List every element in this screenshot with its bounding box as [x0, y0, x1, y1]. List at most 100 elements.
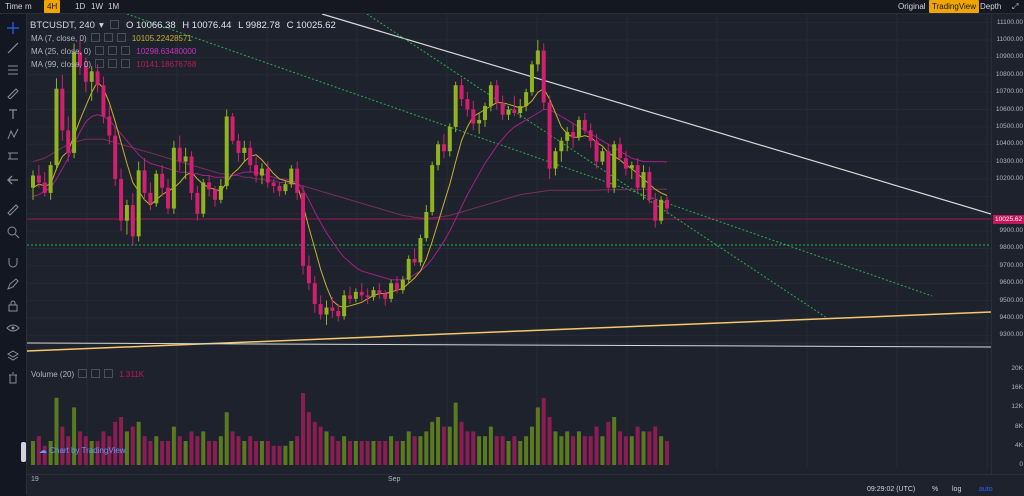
pencil-icon[interactable]: [4, 276, 22, 292]
candle-body: [459, 85, 464, 100]
brush-icon[interactable]: [4, 84, 22, 100]
lock-icon[interactable]: [4, 298, 22, 314]
volume-label[interactable]: Volume (20): [31, 370, 75, 379]
symbol-label[interactable]: BTCUSDT, 240: [30, 20, 95, 31]
ma7-label[interactable]: MA (7, close, 0): [31, 34, 87, 43]
volume-bar: [553, 431, 558, 465]
interval-4h-button[interactable]: 4H: [44, 0, 61, 13]
close-icon[interactable]: [121, 46, 131, 55]
candlestick-chart[interactable]: [27, 14, 991, 474]
tradingview-button[interactable]: TradingView: [929, 0, 980, 13]
price-tick: 9900.00: [999, 227, 1024, 235]
price-axis[interactable]: 11100.00 11000.00 10900.00 10800.00 10700.00…: [991, 14, 1024, 474]
pattern-icon[interactable]: [4, 126, 22, 142]
tradingview-watermark[interactable]: ☁ Chart by TradingView: [39, 446, 126, 455]
settings-icon[interactable]: [110, 20, 120, 29]
volume-bar: [518, 441, 523, 465]
candle-body: [248, 147, 253, 166]
volume-bar: [383, 441, 388, 465]
volume-bar: [171, 426, 176, 465]
eye-icon[interactable]: [4, 320, 22, 336]
minute-dropdown[interactable]: m: [25, 2, 32, 11]
interval-1w-button[interactable]: 1W: [91, 2, 103, 11]
candle-body: [377, 290, 382, 294]
trash-icon[interactable]: [4, 370, 22, 386]
fullscreen-icon[interactable]: ⤢: [1012, 2, 1019, 11]
volume-bar: [436, 417, 441, 465]
time-label[interactable]: Time: [5, 2, 23, 11]
price-tick: 9600.00: [999, 279, 1024, 287]
candle-body: [400, 279, 405, 291]
eye-toggle-icon[interactable]: [90, 33, 100, 42]
volume-bar: [588, 436, 593, 465]
price-tick: 10500.00: [995, 122, 1023, 130]
magnet-icon[interactable]: [4, 254, 22, 270]
candle-body: [224, 116, 229, 186]
candle-body: [195, 192, 200, 214]
candle-body: [371, 290, 376, 298]
drawing-toolbar: [0, 14, 27, 495]
settings-icon[interactable]: [91, 369, 101, 378]
ma99-polyline: [32, 138, 667, 219]
volume-bar: [653, 426, 658, 465]
sidebar-collapse-handle[interactable]: [21, 442, 26, 462]
original-view-button[interactable]: Original: [898, 2, 926, 11]
volume-bar: [136, 421, 141, 465]
back-arrow-icon[interactable]: [4, 172, 22, 188]
close-icon[interactable]: [121, 59, 131, 68]
candle-body: [242, 147, 247, 153]
utc-clock[interactable]: 09:29:02 (UTC): [867, 486, 916, 493]
ruler-icon[interactable]: [4, 202, 22, 218]
auto-toggle[interactable]: auto: [979, 486, 993, 493]
volume-bar: [394, 441, 399, 465]
volume-bar: [659, 436, 664, 465]
volume-bar: [160, 441, 165, 465]
candle-body: [389, 283, 394, 299]
settings-icon[interactable]: [103, 33, 113, 42]
candle-body: [582, 119, 587, 131]
chart-pane[interactable]: BTCUSDT, 240 ▾ O 10066.38 H 10076.44 L 99…: [27, 14, 991, 474]
text-icon[interactable]: [4, 106, 22, 122]
volume-bar: [119, 417, 124, 465]
candle-body: [471, 109, 476, 124]
eye-toggle-icon[interactable]: [78, 369, 88, 378]
interval-1m-button[interactable]: 1M: [108, 2, 120, 11]
ma99-value: 10141.18676768: [136, 60, 197, 69]
fib-icon[interactable]: [4, 62, 22, 78]
candle-body: [447, 126, 452, 152]
close-icon[interactable]: [116, 33, 126, 42]
volume-bar: [647, 431, 652, 465]
volume-bar: [113, 421, 118, 465]
ma25-label[interactable]: MA (25, close, 0): [31, 47, 92, 56]
price-tick: 9700.00: [999, 261, 1024, 269]
time-axis[interactable]: 19 Sep 09:29:02 (UTC) % log auto: [27, 474, 1024, 496]
volume-bar: [54, 397, 59, 465]
price-tick: 10700.00: [995, 88, 1023, 96]
eye-toggle-icon[interactable]: [95, 46, 105, 55]
symbol-legend: BTCUSDT, 240 ▾ O 10066.38 H 10076.44 L 99…: [30, 20, 336, 31]
candle-body: [359, 291, 364, 296]
zoom-icon[interactable]: [4, 224, 22, 240]
settings-icon[interactable]: [108, 46, 118, 55]
interval-1d-button[interactable]: 1D: [75, 2, 86, 11]
candle-body: [535, 50, 540, 65]
volume-bar: [306, 412, 311, 465]
trend-line-icon[interactable]: [4, 40, 22, 56]
percent-toggle[interactable]: %: [932, 486, 939, 493]
ma99-label[interactable]: MA (99, close, 0): [31, 60, 92, 69]
volume-bar: [195, 436, 200, 465]
volume-bar: [324, 431, 329, 465]
crosshair-icon[interactable]: [4, 20, 22, 36]
settings-icon[interactable]: [108, 59, 118, 68]
current-price-tag: 10025.62: [993, 215, 1024, 224]
candle-body: [154, 173, 159, 204]
prediction-icon[interactable]: [4, 148, 22, 164]
depth-button[interactable]: Depth: [980, 2, 1002, 11]
volume-bar: [506, 441, 511, 465]
eye-toggle-icon[interactable]: [95, 59, 105, 68]
ma25-legend: MA (25, close, 0) 10298.63480000: [31, 46, 200, 56]
layers-icon[interactable]: [4, 348, 22, 364]
log-toggle[interactable]: log: [952, 486, 962, 493]
close-icon[interactable]: [104, 369, 114, 378]
volume-bar: [72, 407, 77, 465]
